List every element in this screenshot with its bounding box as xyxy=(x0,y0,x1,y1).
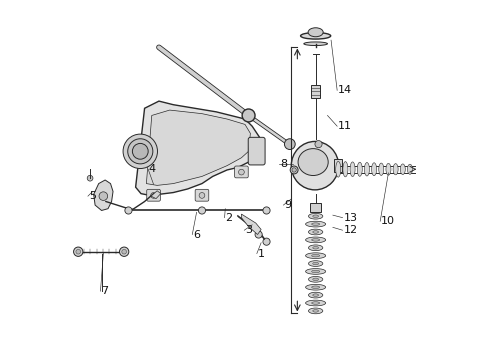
Circle shape xyxy=(122,249,126,254)
Ellipse shape xyxy=(312,270,319,273)
Ellipse shape xyxy=(313,310,318,312)
Ellipse shape xyxy=(309,245,323,251)
Circle shape xyxy=(315,140,322,148)
Ellipse shape xyxy=(312,223,319,225)
Text: 14: 14 xyxy=(338,85,352,95)
Ellipse shape xyxy=(386,163,391,175)
Circle shape xyxy=(263,207,270,214)
FancyBboxPatch shape xyxy=(235,166,248,178)
Circle shape xyxy=(263,238,270,245)
Ellipse shape xyxy=(309,292,323,298)
Ellipse shape xyxy=(313,247,318,249)
Ellipse shape xyxy=(312,255,319,257)
Text: 6: 6 xyxy=(193,230,200,239)
Ellipse shape xyxy=(312,302,319,304)
Text: 4: 4 xyxy=(148,164,155,174)
Circle shape xyxy=(76,249,80,254)
Polygon shape xyxy=(94,180,113,211)
FancyBboxPatch shape xyxy=(248,137,265,165)
Circle shape xyxy=(239,169,245,175)
Ellipse shape xyxy=(313,231,318,233)
Circle shape xyxy=(198,207,205,214)
Ellipse shape xyxy=(365,162,369,176)
Text: 12: 12 xyxy=(343,225,358,235)
Ellipse shape xyxy=(308,28,323,37)
Ellipse shape xyxy=(309,229,323,235)
Text: 2: 2 xyxy=(225,213,232,222)
Ellipse shape xyxy=(350,162,355,176)
Ellipse shape xyxy=(306,300,326,306)
Circle shape xyxy=(123,134,157,168)
Bar xyxy=(334,159,342,172)
Ellipse shape xyxy=(306,221,326,227)
Ellipse shape xyxy=(371,163,377,176)
Circle shape xyxy=(199,193,205,198)
Text: 11: 11 xyxy=(338,121,352,131)
Ellipse shape xyxy=(306,269,326,274)
Polygon shape xyxy=(147,110,250,185)
Polygon shape xyxy=(136,101,261,195)
Ellipse shape xyxy=(304,42,327,45)
Ellipse shape xyxy=(393,164,398,175)
Text: 3: 3 xyxy=(245,225,252,235)
Ellipse shape xyxy=(408,164,413,174)
Ellipse shape xyxy=(306,237,326,243)
Circle shape xyxy=(125,207,132,214)
Ellipse shape xyxy=(290,166,298,174)
FancyBboxPatch shape xyxy=(311,85,320,98)
Ellipse shape xyxy=(312,286,319,288)
Ellipse shape xyxy=(291,141,339,190)
Ellipse shape xyxy=(309,276,323,282)
Polygon shape xyxy=(151,191,161,199)
Text: 13: 13 xyxy=(343,213,358,222)
Ellipse shape xyxy=(313,262,318,265)
Ellipse shape xyxy=(309,261,323,266)
Circle shape xyxy=(120,247,129,256)
Circle shape xyxy=(255,231,262,238)
FancyBboxPatch shape xyxy=(147,189,160,201)
Ellipse shape xyxy=(292,168,296,172)
Text: 7: 7 xyxy=(101,286,109,296)
Text: 1: 1 xyxy=(258,248,265,258)
Ellipse shape xyxy=(313,294,318,296)
Ellipse shape xyxy=(343,162,348,177)
Ellipse shape xyxy=(400,164,405,175)
Circle shape xyxy=(242,109,255,122)
Circle shape xyxy=(285,139,295,149)
Text: 10: 10 xyxy=(381,216,395,226)
Circle shape xyxy=(87,175,93,181)
FancyBboxPatch shape xyxy=(195,189,209,201)
Ellipse shape xyxy=(309,308,323,314)
Circle shape xyxy=(128,139,153,164)
Ellipse shape xyxy=(300,33,331,39)
Ellipse shape xyxy=(309,213,323,219)
Circle shape xyxy=(74,247,83,256)
Bar xyxy=(310,203,321,212)
Polygon shape xyxy=(242,214,261,234)
Ellipse shape xyxy=(313,278,318,280)
Ellipse shape xyxy=(379,163,384,175)
Circle shape xyxy=(132,143,148,159)
Text: 9: 9 xyxy=(285,200,292,210)
Ellipse shape xyxy=(298,149,328,176)
Ellipse shape xyxy=(336,161,341,177)
Text: 5: 5 xyxy=(89,191,96,201)
Ellipse shape xyxy=(313,215,318,217)
Circle shape xyxy=(99,192,108,201)
Text: 8: 8 xyxy=(280,159,287,169)
Ellipse shape xyxy=(312,239,319,241)
Ellipse shape xyxy=(306,284,326,290)
Ellipse shape xyxy=(306,253,326,258)
Ellipse shape xyxy=(357,162,362,176)
Circle shape xyxy=(151,193,156,198)
